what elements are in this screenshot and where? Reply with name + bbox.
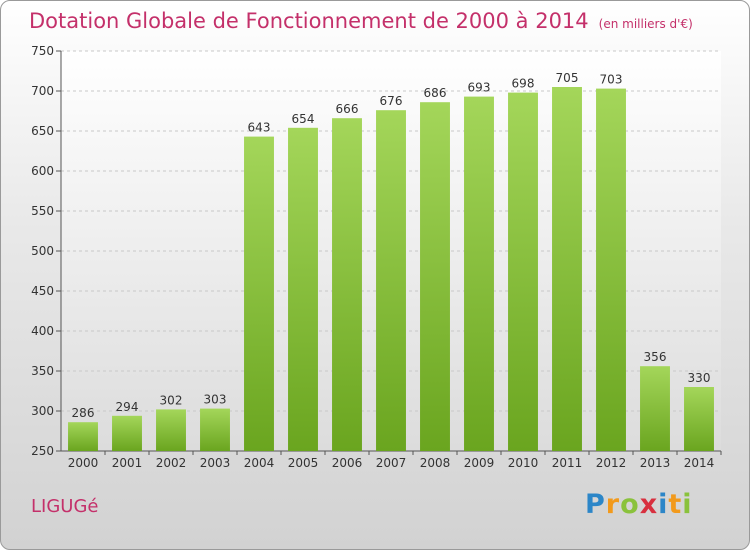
bar	[464, 96, 494, 451]
bar	[288, 127, 318, 452]
proxiti-logo: Proxiti	[585, 489, 693, 520]
x-tick-label: 2001	[112, 456, 143, 470]
y-tick-label: 650	[31, 124, 54, 138]
x-tick-label: 2014	[684, 456, 715, 470]
chart-subtitle: (en milliers d'€)	[598, 17, 693, 31]
x-tick-label: 2002	[156, 456, 187, 470]
y-tick-label: 700	[31, 84, 54, 98]
x-tick-label: 2013	[640, 456, 671, 470]
bar	[68, 422, 98, 451]
chart-title: Dotation Globale de Fonctionnement de 20…	[29, 9, 589, 33]
data-label: 303	[204, 393, 227, 407]
bar	[684, 387, 714, 451]
data-label: 330	[688, 371, 711, 385]
data-label: 286	[72, 406, 95, 420]
logo-letter: i	[682, 489, 693, 520]
data-label: 703	[600, 73, 623, 87]
x-tick-label: 2006	[332, 456, 363, 470]
data-label: 654	[292, 112, 315, 126]
logo-letter: o	[620, 489, 640, 520]
x-tick-label: 2000	[68, 456, 99, 470]
data-label: 686	[424, 86, 447, 100]
y-tick-label: 500	[31, 244, 54, 258]
data-label: 698	[512, 77, 535, 91]
bar	[200, 408, 230, 451]
x-tick-label: 2009	[464, 456, 495, 470]
x-tick-label: 2007	[376, 456, 407, 470]
x-tick-label: 2003	[200, 456, 231, 470]
data-label: 666	[336, 102, 359, 116]
bar	[508, 92, 538, 451]
data-label: 294	[116, 400, 139, 414]
logo-letter: x	[639, 489, 659, 520]
x-tick-label: 2004	[244, 456, 275, 470]
data-label: 302	[160, 393, 183, 407]
data-label: 643	[248, 121, 271, 135]
x-tick-label: 2008	[420, 456, 451, 470]
y-tick-label: 250	[31, 444, 54, 458]
logo-letter: P	[585, 489, 606, 520]
bar	[156, 409, 186, 451]
bar	[420, 102, 450, 451]
bar	[376, 110, 406, 451]
x-tick-label: 2010	[508, 456, 539, 470]
data-label: 676	[380, 94, 403, 108]
logo-letter: t	[668, 489, 683, 520]
bar	[332, 118, 362, 451]
data-label: 693	[468, 81, 491, 95]
y-tick-label: 450	[31, 284, 54, 298]
bar	[640, 366, 670, 451]
y-tick-label: 300	[31, 404, 54, 418]
x-tick-label: 2005	[288, 456, 319, 470]
chart-title-block: Dotation Globale de Fonctionnement de 20…	[29, 9, 693, 33]
bar	[596, 88, 626, 451]
y-tick-label: 350	[31, 364, 54, 378]
logo-letter: i	[658, 489, 669, 520]
bar	[552, 87, 582, 451]
y-tick-label: 400	[31, 324, 54, 338]
y-tick-label: 750	[31, 44, 54, 58]
y-tick-label: 550	[31, 204, 54, 218]
commune-name: LIGUGé	[31, 496, 99, 517]
bar	[112, 415, 142, 451]
bar	[244, 136, 274, 451]
data-label: 356	[644, 350, 667, 364]
y-tick-label: 600	[31, 164, 54, 178]
data-label: 705	[556, 71, 579, 85]
logo-letter: r	[605, 489, 621, 520]
x-tick-label: 2011	[552, 456, 583, 470]
x-tick-label: 2012	[596, 456, 627, 470]
